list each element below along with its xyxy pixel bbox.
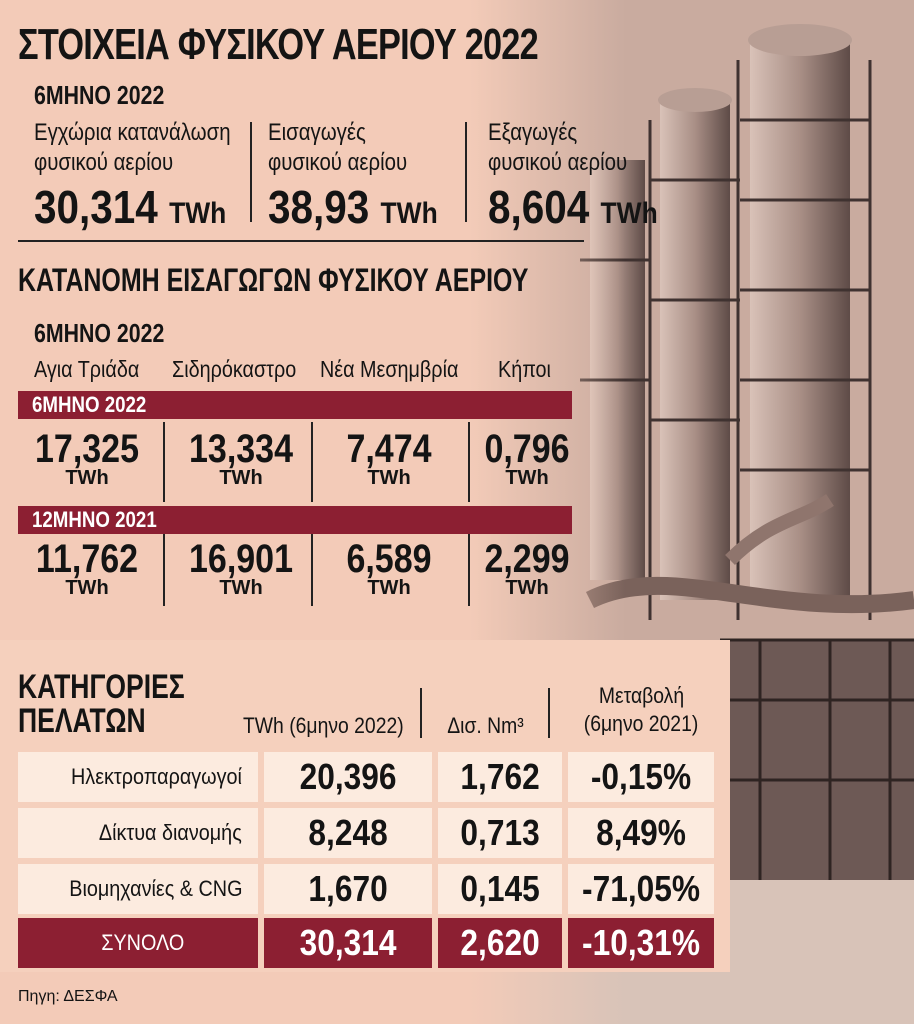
row-change: -71,05%	[568, 864, 714, 914]
row-twh: 20,396	[264, 752, 432, 802]
import-cell: 6,589 TWh	[346, 537, 432, 599]
section-divider	[18, 240, 584, 242]
customers-title: ΚΑΤΗΓΟΡΙΕΣ ΠΕΛΑΤΩΝ	[18, 668, 185, 740]
imports-period-label: 6ΜΗΝΟ 2022	[34, 318, 165, 348]
cell-divider	[311, 534, 313, 606]
stat-unit: TWh	[600, 197, 658, 230]
period-bar-6m-2022: 6ΜΗΝΟ 2022	[18, 391, 572, 419]
total-twh: 30,314	[264, 918, 432, 968]
divider	[465, 122, 467, 222]
cell-divider	[468, 534, 470, 606]
terminal-label: Νέα Μεσημβρία	[320, 356, 459, 382]
stat-label: Εξαγωγές	[488, 119, 578, 146]
imports-title: ΚΑΤΑΝΟΜΗ ΕΙΣΑΓΩΓΩΝ ΦΥΣΙΚΟΥ ΑΕΡΙΟΥ	[18, 262, 529, 298]
divider	[250, 122, 252, 222]
total-label: ΣΥΝΟΛΟ	[18, 918, 258, 968]
stat-label: Εισαγωγές	[268, 119, 366, 146]
import-cell: 7,474 TWh	[346, 427, 432, 489]
stat-exports: Εξαγωγές φυσικού αερίου 8,604 TWh	[488, 118, 681, 234]
row-change: 8,49%	[568, 808, 714, 858]
page-title: ΣΤΟΙΧΕΙΑ ΦΥΣΙΚΟΥ ΑΕΡΙΟΥ 2022	[18, 20, 539, 69]
row-nm3: 0,713	[438, 808, 562, 858]
row-label: Δίκτυα διανομής	[18, 808, 258, 858]
terminal-label: Κήποι	[498, 356, 551, 382]
stat-label: φυσικού αερίου	[488, 149, 628, 176]
divider	[548, 688, 550, 738]
import-cell: 17,325 TWh	[35, 427, 139, 489]
cell-divider	[163, 534, 165, 606]
row-change: -0,15%	[568, 752, 714, 802]
stat-unit: TWh	[169, 197, 227, 230]
row-nm3: 0,145	[438, 864, 562, 914]
col-header-twh: TWh (6μηνο 2022)	[242, 713, 404, 738]
divider	[420, 688, 422, 738]
stat-imports: Εισαγωγές φυσικού αερίου 38,93 TWh	[268, 118, 461, 234]
total-change: -10,31%	[568, 918, 714, 968]
customer-categories-panel	[0, 640, 730, 972]
import-cell: 13,334 TWh	[189, 427, 293, 489]
import-cell: 2,299 TWh	[484, 537, 570, 599]
cell-divider	[311, 422, 313, 502]
table-row: Ηλεκτροπαραγωγοί 20,396 1,762 -0,15%	[18, 752, 730, 802]
row-twh: 8,248	[264, 808, 432, 858]
stat-label: Εγχώρια κατανάλωση	[34, 119, 231, 146]
stat-value: 30,314 TWh	[34, 181, 227, 233]
stat-consumption: Εγχώρια κατανάλωση φυσικού αερίου 30,314…	[34, 118, 265, 234]
total-row: ΣΥΝΟΛΟ 30,314 2,620 -10,31%	[18, 918, 730, 968]
stat-label: φυσικού αερίου	[34, 149, 174, 176]
table-row: Δίκτυα διανομής 8,248 0,713 8,49%	[18, 808, 730, 858]
terminal-label: Αγια Τριάδα	[34, 356, 140, 382]
table-row: Βιομηχανίες & CNG 1,670 0,145 -71,05%	[18, 864, 730, 914]
row-twh: 1,670	[264, 864, 432, 914]
period-label: 6ΜΗΝΟ 2022	[34, 80, 165, 110]
cell-divider	[468, 422, 470, 502]
stat-label: φυσικού αερίου	[268, 149, 408, 176]
col-header-change: Μεταβολή (6μηνο 2021)	[583, 683, 699, 736]
cell-divider	[163, 422, 165, 502]
terminal-label: Σιδηρόκαστρο	[172, 356, 297, 382]
import-cell: 16,901 TWh	[189, 537, 293, 599]
period-bar-12m-2021: 12ΜΗΝΟ 2021	[18, 506, 572, 534]
stat-unit: TWh	[380, 197, 438, 230]
row-label: Ηλεκτροπαραγωγοί	[18, 752, 258, 802]
row-nm3: 1,762	[438, 752, 562, 802]
total-nm3: 2,620	[438, 918, 562, 968]
stat-value: 38,93 TWh	[268, 181, 438, 233]
import-cell: 0,796 TWh	[484, 427, 570, 489]
stat-value: 8,604 TWh	[488, 181, 658, 233]
source-credit: Πηγη: ΔΕΣΦΑ	[18, 988, 118, 1005]
import-cell: 11,762 TWh	[35, 537, 139, 599]
row-label: Βιομηχανίες & CNG	[18, 864, 258, 914]
col-header-nm3: Δισ. Nm³	[446, 713, 524, 738]
